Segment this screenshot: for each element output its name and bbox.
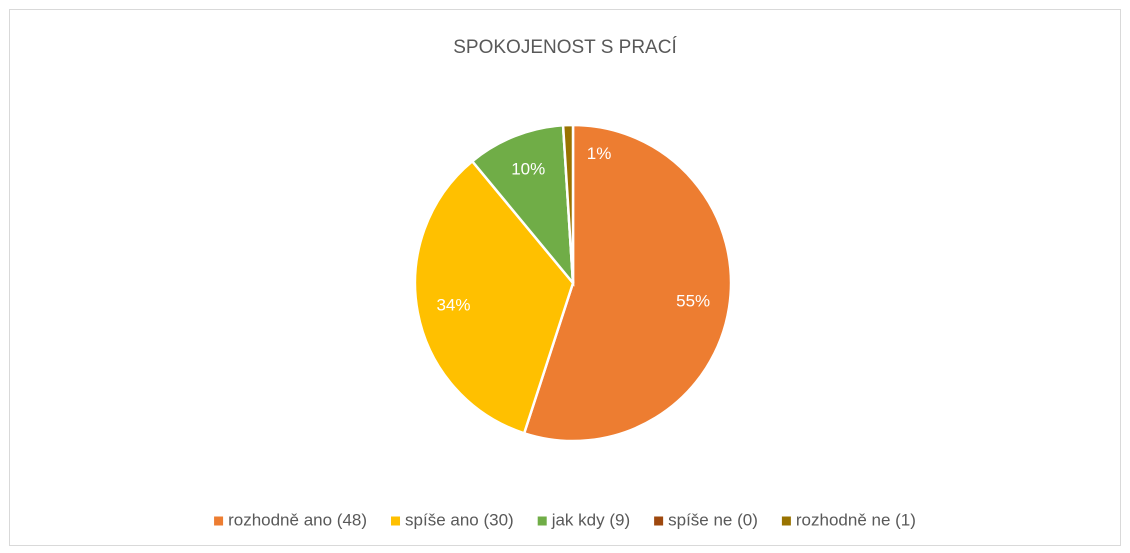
data-label: 34% [436,295,470,314]
legend-swatch [391,516,401,526]
data-label: 1% [587,144,612,163]
data-label: 10% [511,159,545,178]
legend-swatch [537,516,547,526]
pie-slice [413,159,575,435]
data-label: 55% [676,292,710,311]
legend-label: jak kdy (9) [551,510,630,529]
legend-label: spíše ano (30) [405,510,514,529]
legend-swatch [654,516,664,526]
legend-swatch [781,516,791,526]
pie-slice [470,123,575,287]
pie-slice [561,123,575,284]
legend-label: spíše ne (0) [668,510,758,529]
legend-swatch [214,516,224,526]
legend-label: rozhodně ne (1) [796,510,916,529]
legend-label: rozhodně ano (48) [228,510,367,529]
chart-title: SPOKOJENOST S PRACÍ [453,37,677,58]
pie-slice [522,123,733,443]
